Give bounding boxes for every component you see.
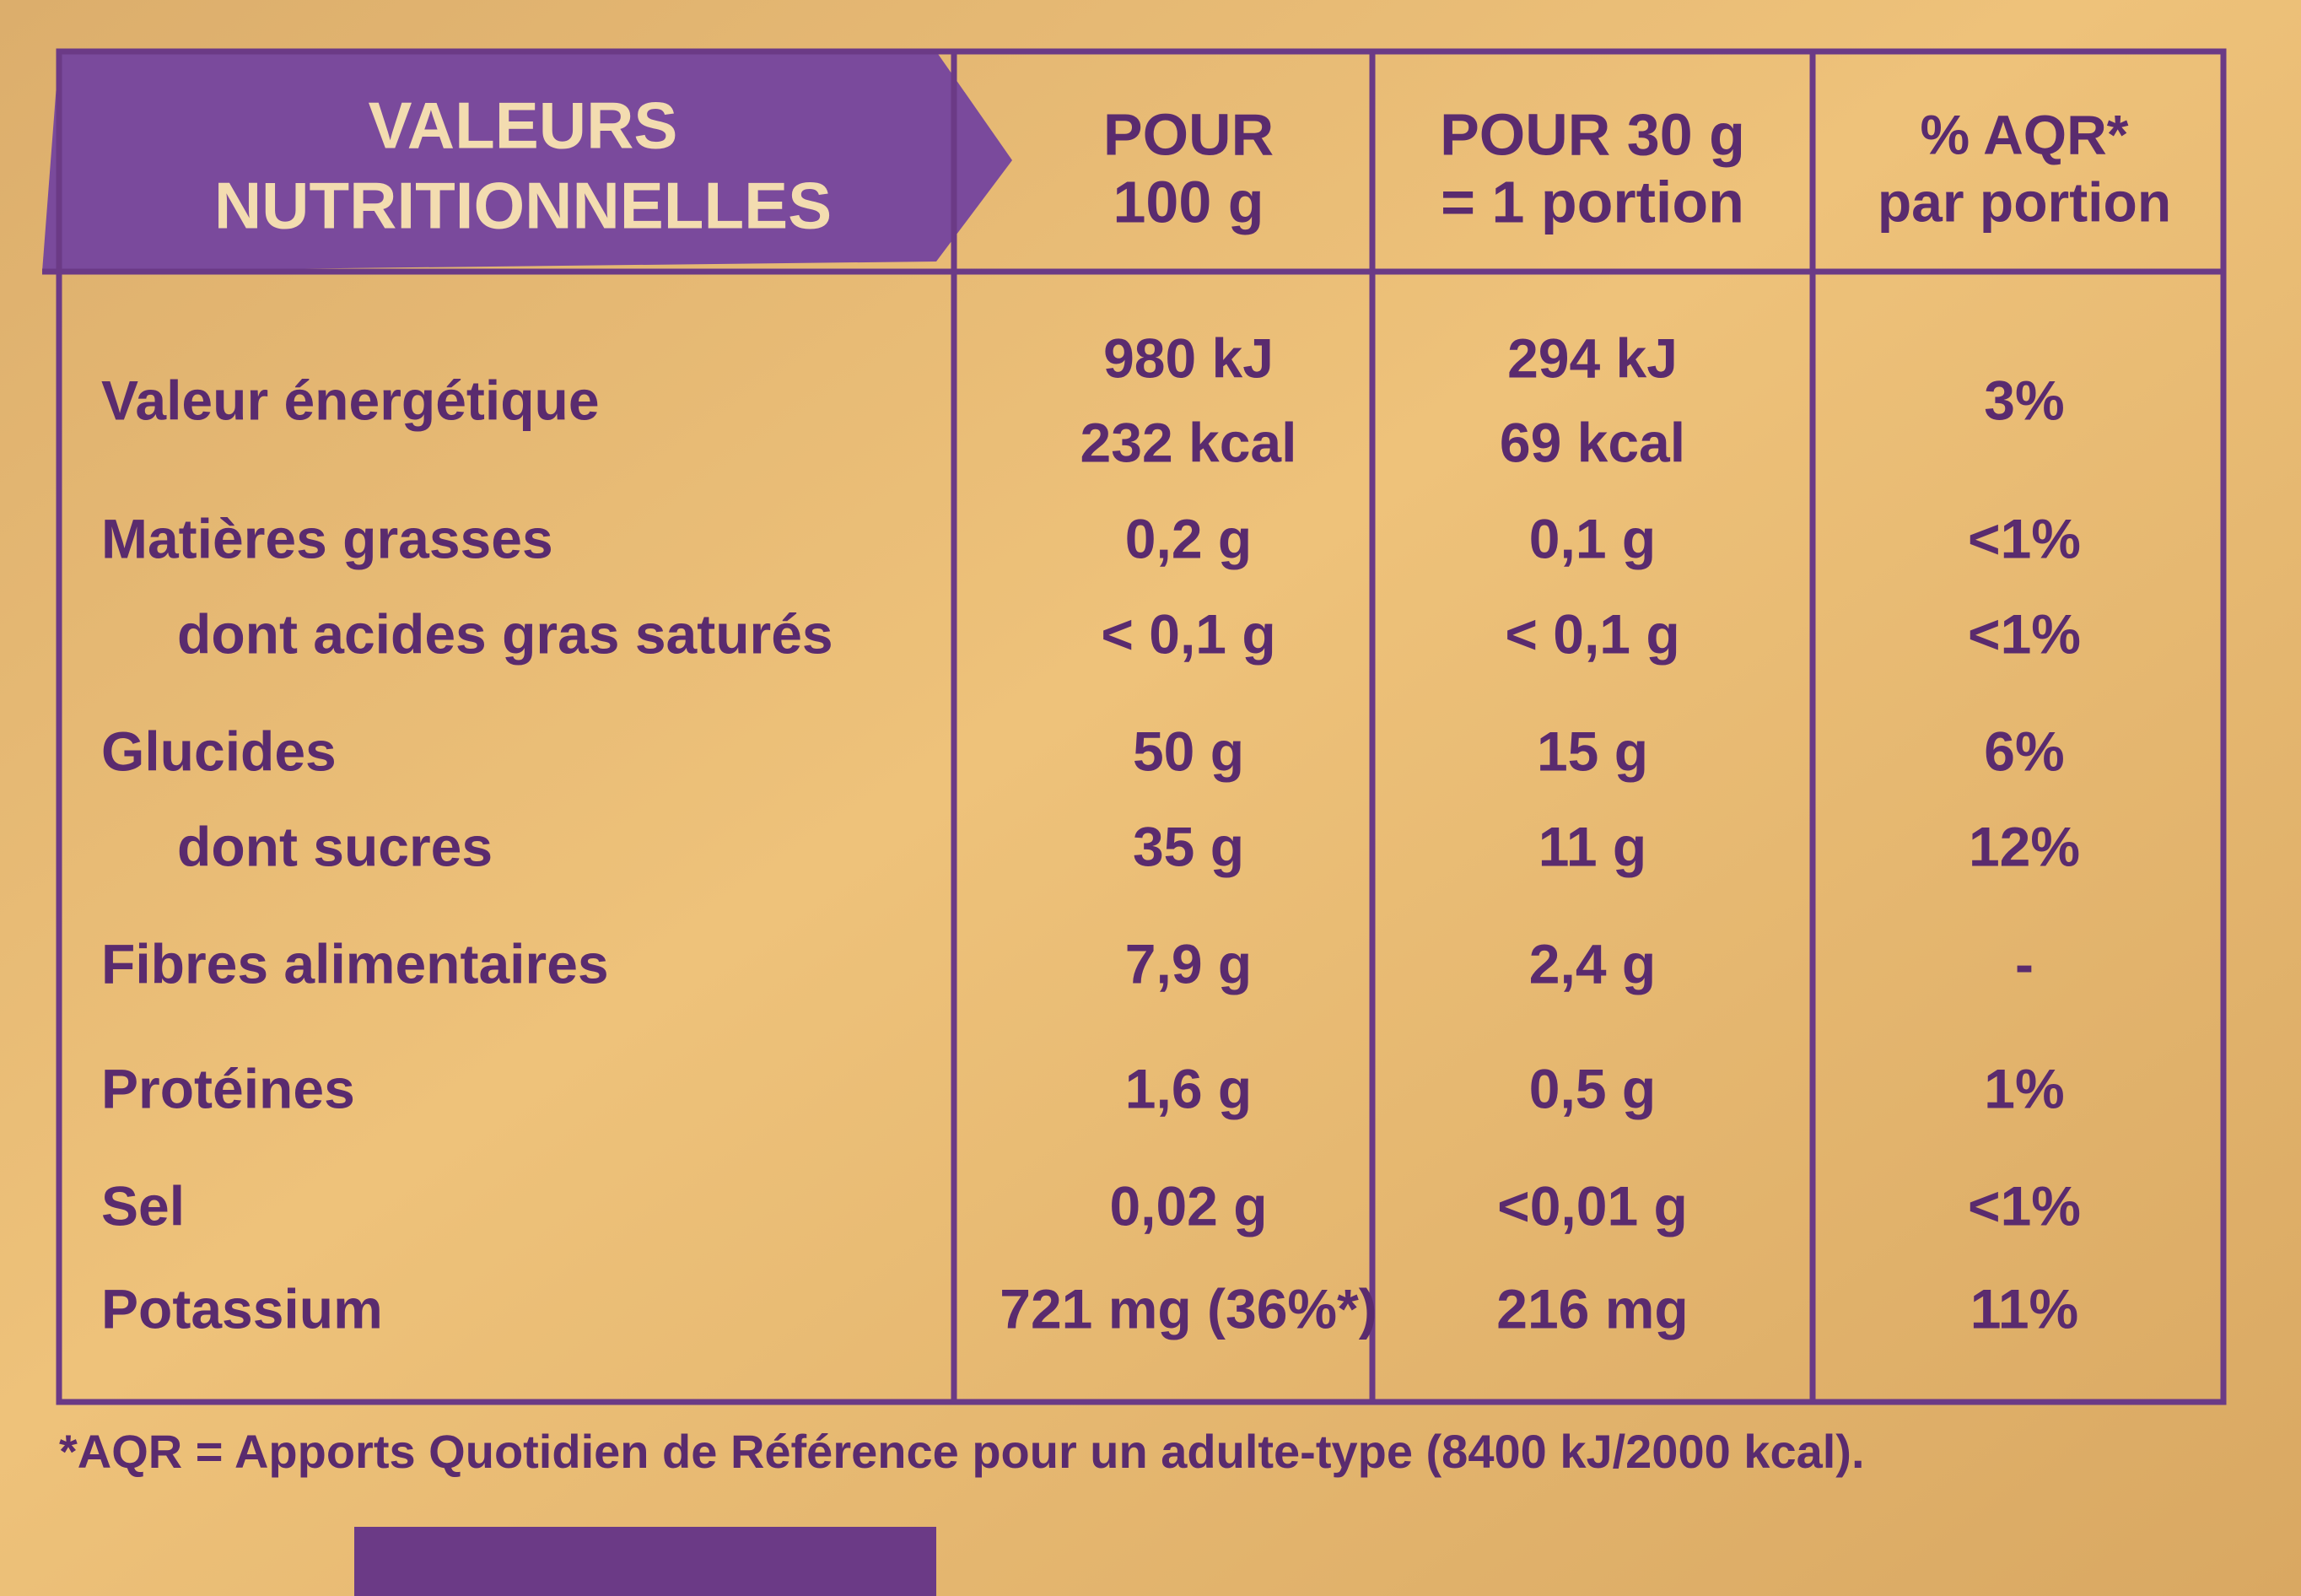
cell-value: < 0,1 g [1101,602,1275,665]
cell-value: 980 kJ [1103,326,1274,389]
row-label: Protéines [101,1057,355,1119]
cell-value: 50 g [1133,720,1244,782]
cell-value: 11% [1970,1277,2078,1340]
cell-value: <1% [1968,1174,2081,1237]
column-header: % AQR* [1921,103,2129,165]
column-header: POUR [1103,101,1274,167]
cell-value: 3% [1984,369,2064,431]
row-label: Glucides [101,720,337,782]
column-header: POUR 30 g [1440,101,1745,167]
cell-value: <1% [1968,602,2081,665]
cell-value: 721 mg (36%*) [1000,1277,1377,1340]
cell-value: 6% [1984,720,2064,782]
title-banner [42,51,1012,272]
row-label: Fibres alimentaires [101,932,609,995]
cell-value: <0,01 g [1497,1174,1688,1237]
column-header: par portion [1878,170,2171,233]
cell-value: 7,9 g [1125,932,1252,995]
cell-value: < 0,1 g [1505,602,1679,665]
row-label: Sel [101,1174,185,1237]
cell-value: 232 kcal [1080,411,1297,473]
title-line: NUTRITIONNELLES [214,169,832,243]
cell-value: 35 g [1133,815,1244,877]
footnote: *AQR = Apports Quotidien de Référence po… [59,1425,1865,1478]
cell-value: 0,02 g [1109,1174,1267,1237]
row-label: dont acides gras saturés [177,602,833,665]
cell-value: 1% [1984,1057,2064,1119]
cell-value: 294 kJ [1507,326,1678,389]
cell-value: - [2015,932,2034,995]
cell-value: 2,4 g [1529,932,1656,995]
cell-value: 0,5 g [1529,1057,1656,1119]
row-label: Matières grasses [101,507,553,569]
cell-value: 0,2 g [1125,507,1252,569]
cell-value: <1% [1968,507,2081,569]
cell-value: 15 g [1537,720,1648,782]
column-header: = 1 portion [1441,169,1744,235]
title-line: VALEURS [369,89,678,163]
bottom-banner [354,1527,936,1596]
row-label: Valeur énergétique [101,369,600,431]
table-frame [42,48,2227,1405]
cell-value: 0,1 g [1529,507,1656,569]
cell-value: 1,6 g [1125,1057,1252,1119]
cell-value: 11 g [1538,815,1646,877]
cell-value: 69 kcal [1500,411,1685,473]
row-label: Potassium [101,1277,383,1340]
row-label: dont sucres [177,815,493,877]
cell-value: 12% [1969,815,2080,877]
column-header: 100 g [1113,169,1264,235]
cell-value: 216 mg [1496,1277,1688,1340]
